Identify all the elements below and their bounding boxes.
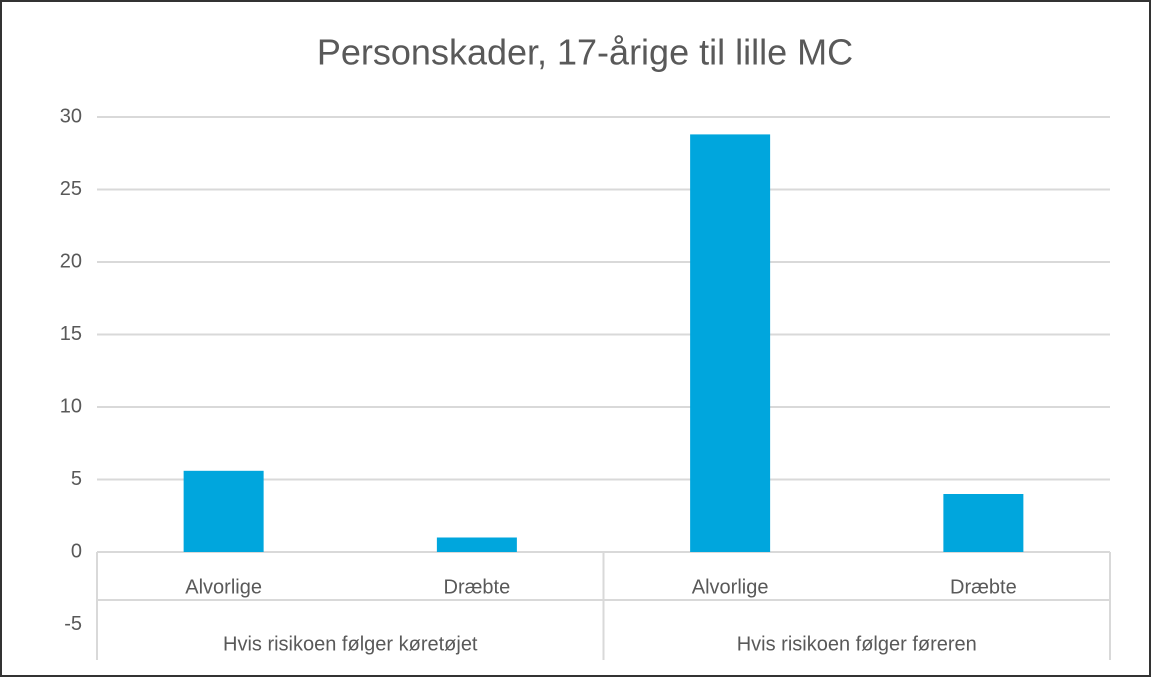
bar	[183, 470, 264, 552]
x-tick-label: Dræbte	[950, 576, 1017, 598]
y-tick-label: 30	[60, 105, 82, 127]
y-tick-label: 10	[60, 395, 82, 417]
bar	[436, 537, 517, 552]
bar	[943, 494, 1024, 552]
y-tick-label: 5	[71, 468, 82, 490]
x-tick-label: Alvorlige	[692, 576, 769, 598]
group-label: Hvis risikoen følger føreren	[737, 633, 977, 655]
chart-title: Personskader, 17-årige til lille MC	[317, 32, 853, 73]
y-tick-label: 0	[71, 540, 82, 562]
bar	[690, 134, 771, 552]
y-tick-label: 15	[60, 323, 82, 345]
y-tick-label: 25	[60, 178, 82, 200]
group-label: Hvis risikoen følger køretøjet	[223, 633, 478, 655]
y-tick-label: 20	[60, 250, 82, 272]
x-tick-label: Alvorlige	[185, 576, 262, 598]
x-tick-label: Dræbte	[444, 576, 511, 598]
y-tick-label: -5	[64, 613, 82, 635]
